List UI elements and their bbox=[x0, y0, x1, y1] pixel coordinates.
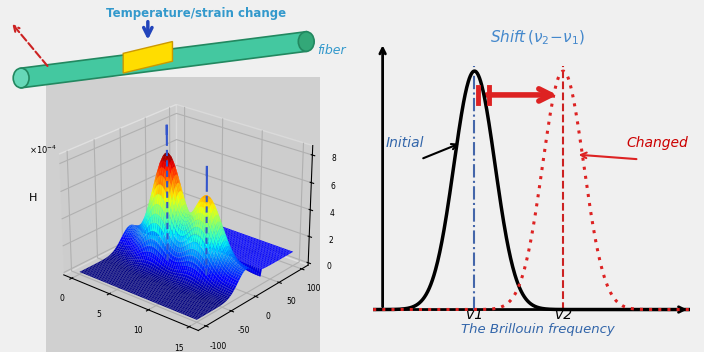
Text: The Brillouin frequency: The Brillouin frequency bbox=[461, 323, 615, 337]
Text: Shift$\,(\nu_2\!-\!\nu_1)$: Shift$\,(\nu_2\!-\!\nu_1)$ bbox=[490, 29, 586, 47]
Text: Changed: Changed bbox=[627, 136, 689, 150]
Ellipse shape bbox=[298, 32, 314, 51]
Polygon shape bbox=[123, 42, 172, 73]
Polygon shape bbox=[21, 32, 306, 88]
Text: v2: v2 bbox=[555, 308, 572, 322]
Ellipse shape bbox=[13, 68, 29, 88]
Text: v1: v1 bbox=[466, 308, 483, 322]
Text: $\times10^{-4}$: $\times10^{-4}$ bbox=[30, 144, 58, 156]
Text: Temperature/strain change: Temperature/strain change bbox=[106, 7, 286, 20]
Text: fiber: fiber bbox=[317, 44, 346, 57]
Text: Initial: Initial bbox=[386, 136, 425, 150]
Text: H: H bbox=[30, 193, 37, 203]
